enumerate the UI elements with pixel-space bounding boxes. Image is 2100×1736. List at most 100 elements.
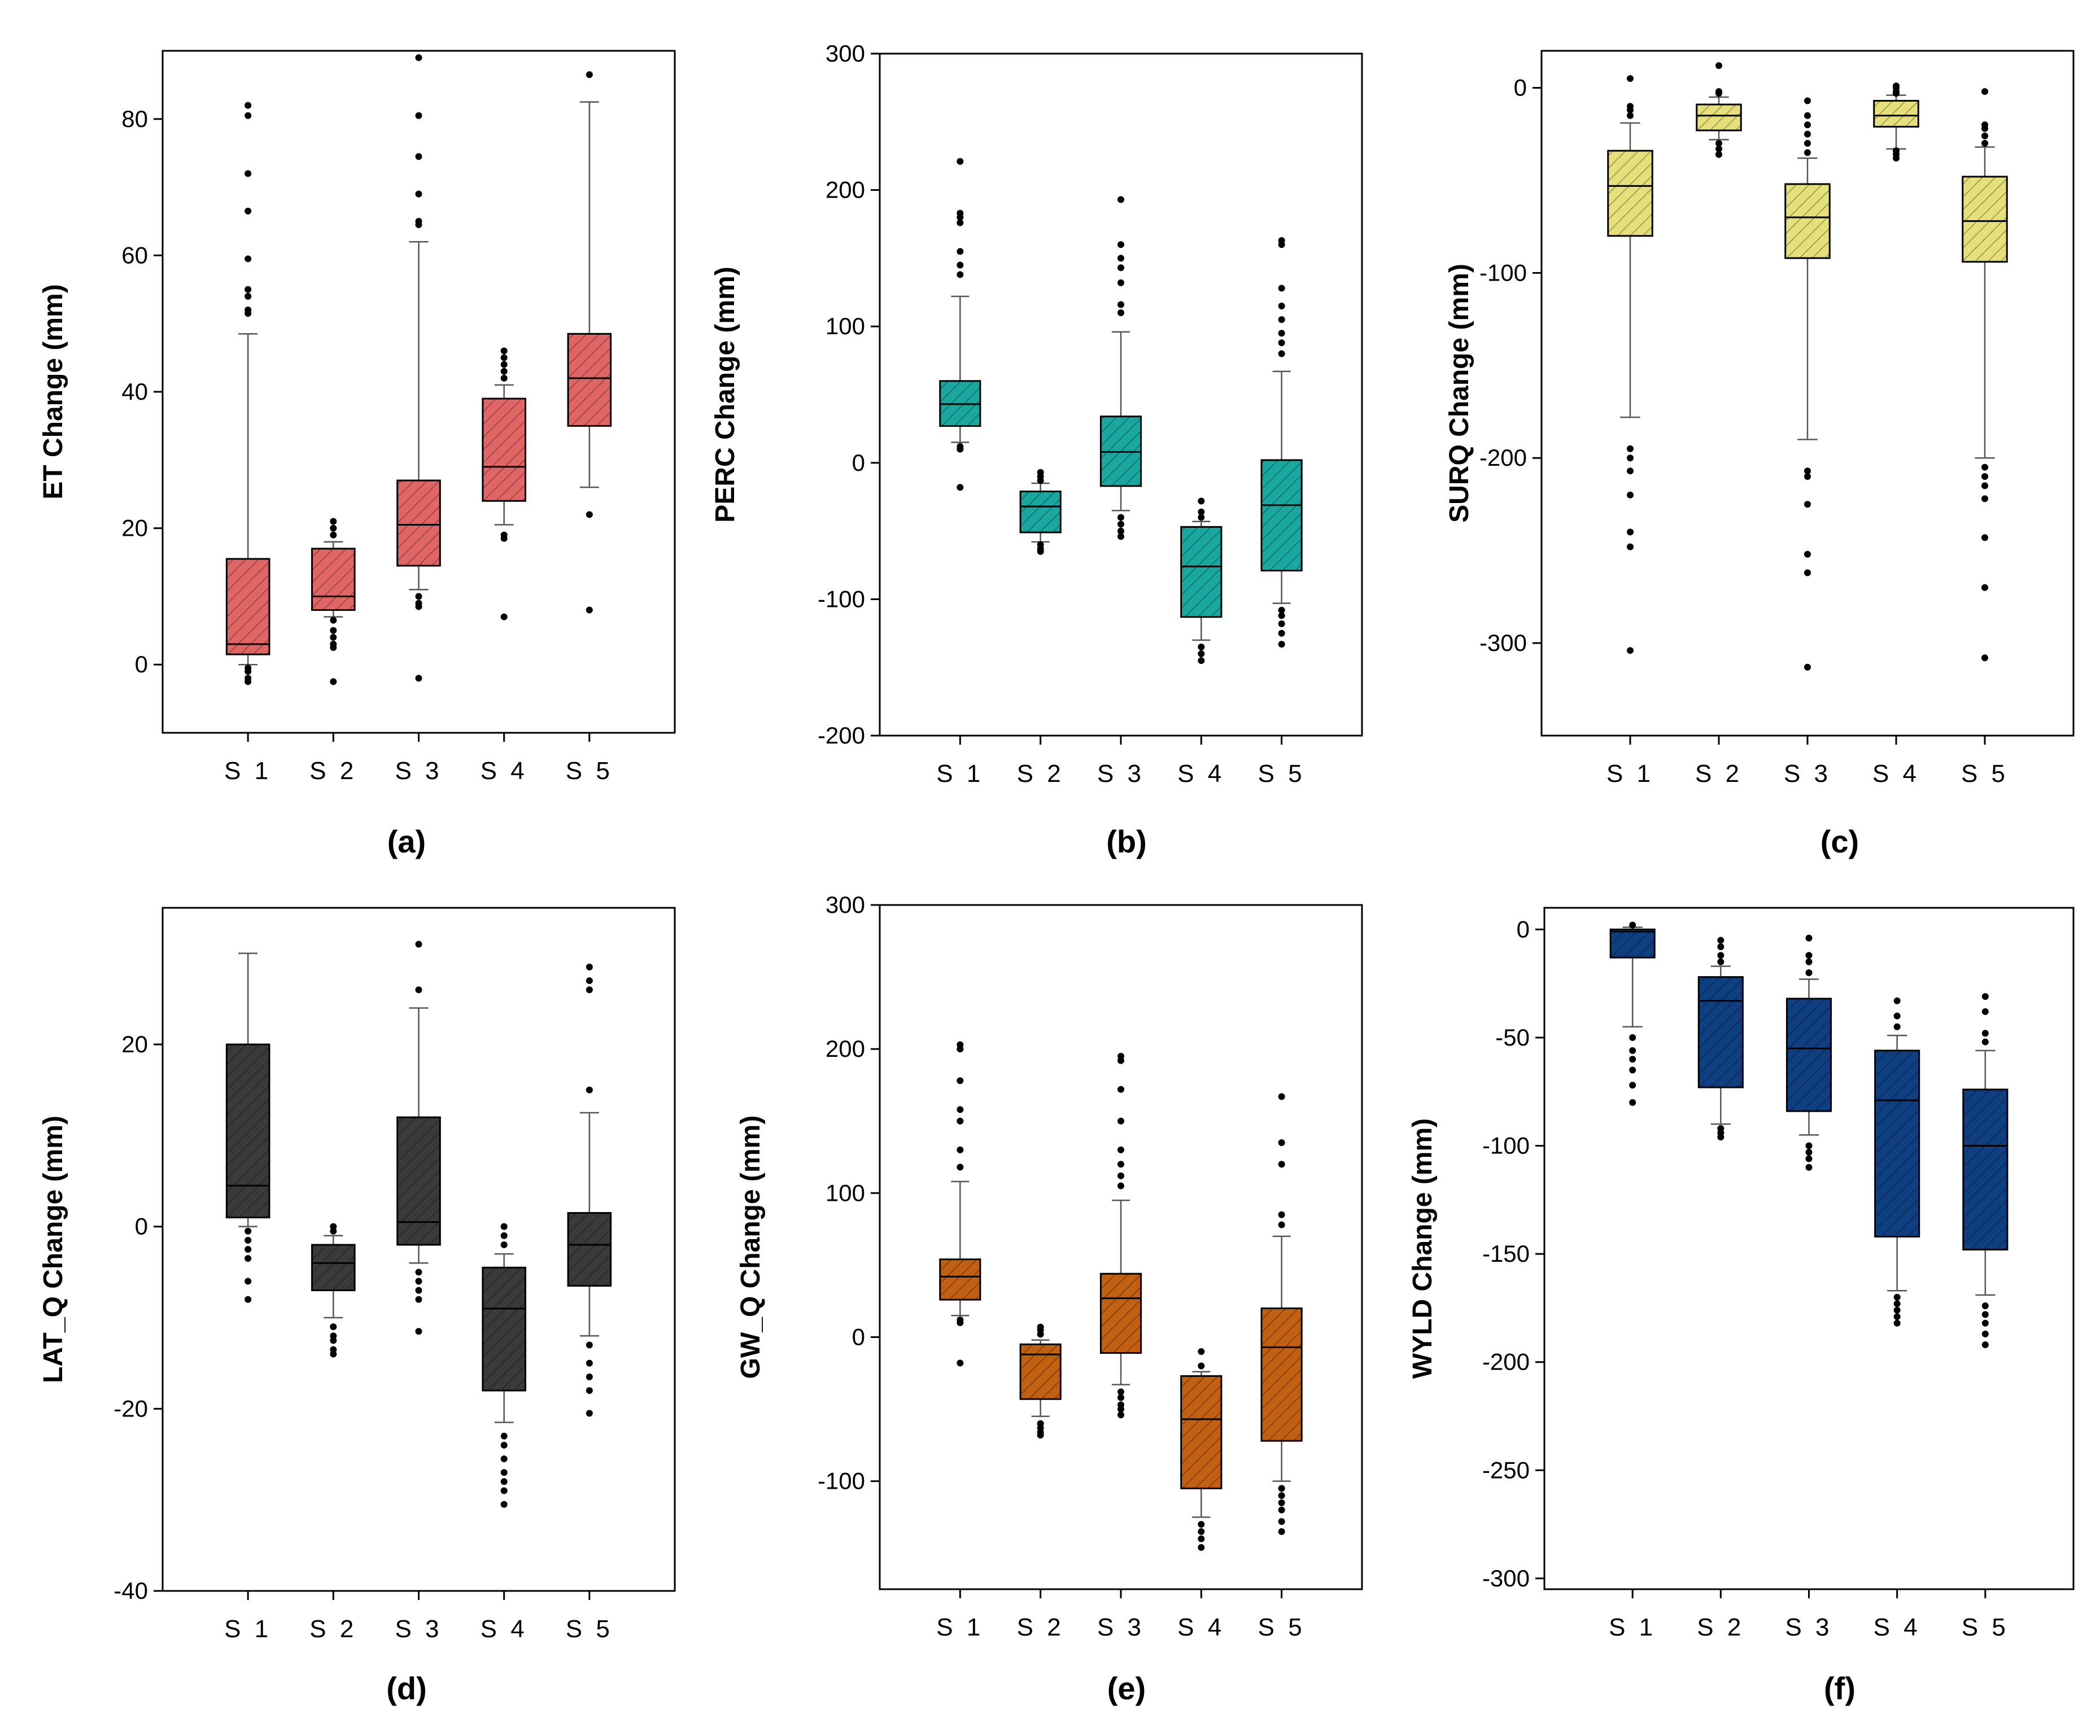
iqr-box	[1785, 998, 1832, 1112]
outlier-point	[1805, 934, 1813, 942]
outlier-point	[1117, 1411, 1124, 1419]
iqr-box	[1260, 459, 1303, 572]
iqr-box	[1874, 1050, 1920, 1237]
outlier-point	[1627, 103, 1634, 110]
outlier-point	[586, 511, 593, 518]
outlier-point	[586, 1373, 593, 1380]
outlier-point	[1198, 643, 1205, 650]
iqr-box	[939, 1258, 981, 1301]
outlier-point	[1278, 1518, 1285, 1525]
outlier-point	[1627, 491, 1634, 499]
outlier-point	[500, 1223, 508, 1230]
outlier-point	[1117, 1394, 1124, 1401]
outlier-point	[957, 1146, 964, 1153]
outlier-point	[1805, 1155, 1813, 1162]
outlier-point	[1278, 1485, 1285, 1492]
outlier-point	[1981, 463, 1988, 471]
y-tick-label: 0	[852, 1323, 865, 1350]
outlier-point	[1893, 1319, 1901, 1327]
outlier-point	[415, 190, 422, 198]
outlier-point	[1715, 139, 1722, 147]
iqr-box	[1784, 183, 1831, 259]
y-tick-label: 100	[826, 1179, 865, 1206]
box-5	[567, 963, 612, 1417]
outlier-point	[1198, 1544, 1205, 1551]
outlier-point	[500, 1478, 508, 1485]
outlier-point	[1117, 514, 1124, 521]
outlier-point	[1629, 1099, 1636, 1106]
outlier-point	[1278, 1161, 1285, 1168]
outlier-point	[1627, 647, 1634, 654]
outlier-point	[957, 445, 964, 453]
panel-label: (c)	[1820, 824, 1859, 859]
outlier-point	[500, 1455, 508, 1463]
outlier-point	[1715, 88, 1722, 95]
outlier-point	[1805, 1148, 1813, 1156]
y-tick-label: -200	[818, 722, 865, 749]
y-tick-label: 40	[121, 378, 148, 405]
box-4	[482, 347, 526, 620]
panel-label: (a)	[387, 824, 426, 859]
outlier-point	[500, 1232, 508, 1239]
outlier-point	[1805, 958, 1813, 965]
iqr-box	[1099, 1273, 1142, 1354]
outlier-point	[1981, 1319, 1989, 1327]
outlier-point	[1804, 149, 1811, 156]
outlier-point	[586, 963, 593, 970]
outlier-point	[1278, 1506, 1285, 1514]
outlier-point	[1893, 1313, 1901, 1320]
y-tick-label: 0	[135, 651, 148, 677]
outlier-point	[1627, 528, 1634, 536]
x-tick-label: S 4	[481, 757, 528, 785]
outlier-point	[957, 484, 964, 491]
outlier-point	[245, 207, 252, 215]
y-tick-label: -50	[1495, 1024, 1530, 1051]
panel-f: -300 -250 -200 -150 -100 -50 0 S 1 S 2 S 3 S 4 S 5 W…	[1408, 907, 2075, 1706]
outlier-point	[957, 219, 964, 226]
panel-c: -300 -200 -100 0 S 1 S 2 S 3 S 4 S 5 SURQ Change …	[1444, 50, 2075, 859]
outlier-point	[957, 248, 964, 255]
box-1	[1607, 75, 1653, 654]
outlier-point	[330, 531, 337, 539]
outlier-point	[1278, 237, 1285, 244]
outlier-point	[330, 1223, 337, 1230]
outlier-point	[1893, 997, 1901, 1004]
outlier-point	[1893, 1306, 1901, 1314]
iqr-box	[1609, 928, 1656, 959]
outlier-point	[1981, 482, 1988, 489]
outlier-point	[1981, 534, 1988, 541]
iqr-box	[1962, 1088, 2009, 1250]
x-tick-label: S 3	[395, 757, 442, 785]
outlier-point	[1278, 1528, 1285, 1535]
outlier-point	[1629, 1047, 1636, 1054]
outlier-point	[1717, 943, 1724, 950]
outlier-point	[500, 1241, 508, 1248]
outlier-point	[245, 286, 252, 293]
box-2	[311, 1223, 356, 1358]
outlier-point	[1804, 467, 1811, 475]
outlier-point	[1981, 993, 1989, 1000]
outlier-point	[1278, 606, 1285, 614]
outlier-point	[1981, 1330, 1989, 1337]
outlier-point	[1278, 339, 1285, 347]
outlier-point	[415, 218, 422, 225]
y-tick-label: -100	[818, 1468, 865, 1494]
outlier-point	[957, 1319, 964, 1326]
outlier-point	[1805, 1142, 1813, 1149]
outlier-point	[1117, 1182, 1124, 1190]
outlier-point	[957, 209, 964, 217]
outlier-point	[1804, 121, 1811, 129]
outlier-point	[1627, 454, 1634, 462]
outlier-point	[1627, 75, 1634, 82]
box-2	[1019, 1323, 1062, 1438]
y-tick-label: 20	[121, 1031, 148, 1057]
outlier-point	[415, 603, 422, 610]
outlier-point	[1715, 62, 1722, 69]
outlier-point	[1278, 316, 1285, 323]
y-tick-label: -100	[1482, 1132, 1530, 1158]
outlier-point	[245, 1246, 252, 1253]
outlier-point	[1981, 584, 1988, 591]
outlier-point	[1117, 196, 1124, 203]
box-2	[1019, 469, 1062, 555]
box-2	[1696, 62, 1742, 158]
